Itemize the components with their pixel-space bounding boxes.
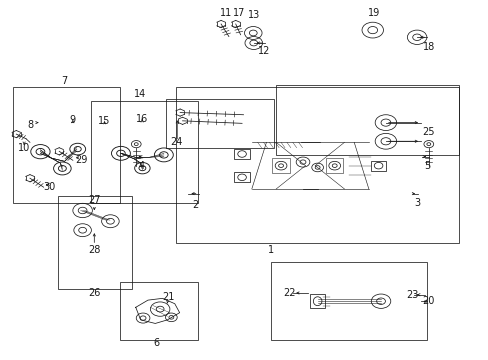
Bar (325, 158, 343, 173)
Text: 13: 13 (247, 10, 260, 20)
Text: 14: 14 (133, 89, 145, 99)
Text: 9: 9 (70, 115, 76, 125)
Text: 20: 20 (422, 296, 434, 306)
Text: 2: 2 (192, 200, 199, 210)
Text: 4: 4 (138, 161, 144, 171)
Text: 22: 22 (283, 288, 296, 298)
Bar (276, 85, 458, 155)
Text: 8: 8 (28, 121, 34, 130)
Bar (91, 101, 198, 203)
Bar (309, 294, 325, 308)
Text: 7: 7 (61, 76, 67, 86)
Text: 10: 10 (18, 143, 30, 153)
Bar (13, 87, 120, 203)
Text: 24: 24 (170, 138, 182, 147)
Bar (58, 196, 132, 289)
Bar (234, 149, 249, 159)
Text: 23: 23 (406, 290, 418, 300)
Text: 15: 15 (98, 116, 110, 126)
Bar (176, 87, 458, 243)
Bar (271, 262, 427, 339)
Text: 28: 28 (88, 245, 101, 255)
Bar (166, 99, 273, 148)
Text: 1: 1 (268, 245, 274, 255)
Text: 26: 26 (88, 288, 101, 298)
Text: 29: 29 (75, 155, 87, 165)
Text: 21: 21 (162, 292, 174, 302)
Text: 11: 11 (220, 8, 232, 18)
Text: 30: 30 (43, 182, 56, 192)
Text: 25: 25 (422, 127, 434, 136)
Text: 6: 6 (153, 338, 160, 348)
Bar (120, 282, 198, 339)
Text: 12: 12 (257, 46, 270, 56)
Text: 19: 19 (367, 8, 379, 18)
Bar (272, 158, 289, 173)
Text: 5: 5 (424, 161, 429, 171)
Text: 17: 17 (232, 8, 245, 18)
Bar (234, 172, 249, 182)
Text: 18: 18 (422, 42, 434, 52)
Text: 3: 3 (414, 198, 420, 208)
Text: 27: 27 (88, 195, 101, 205)
Bar (370, 161, 386, 171)
Text: 16: 16 (136, 114, 148, 124)
